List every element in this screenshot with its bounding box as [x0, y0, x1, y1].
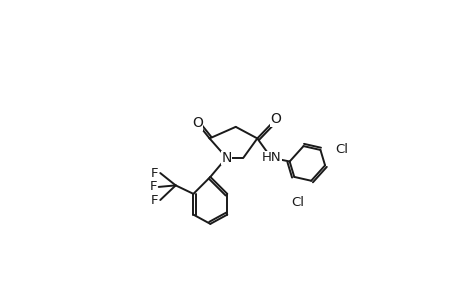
Text: Cl: Cl [334, 143, 347, 157]
Text: F: F [151, 194, 158, 206]
Text: F: F [149, 180, 157, 194]
Text: F: F [151, 167, 158, 180]
Text: O: O [191, 116, 202, 130]
Text: Cl: Cl [291, 196, 304, 209]
Text: N: N [221, 151, 231, 165]
Text: HN: HN [261, 151, 280, 164]
Text: O: O [270, 112, 280, 126]
